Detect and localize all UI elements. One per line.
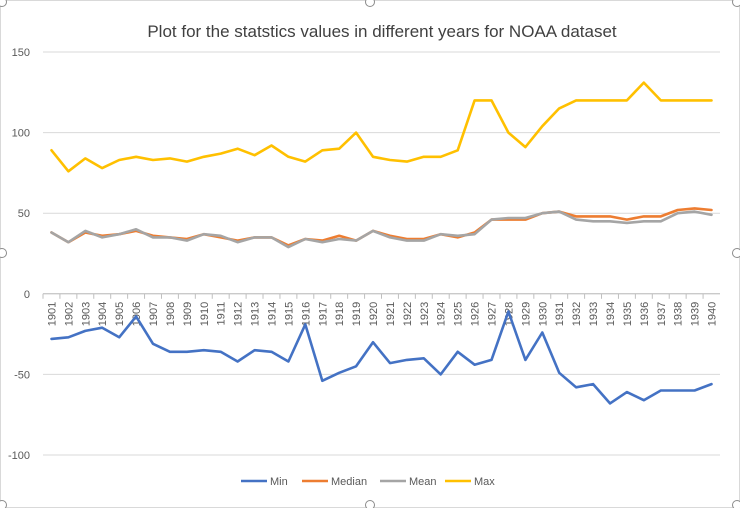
x-tick-label: 1935 xyxy=(622,302,634,326)
chart-title: Plot for the statstics values in differe… xyxy=(147,22,617,41)
x-axis: 1901 1902 1903 1904 1905 1906 1907 1908 1909 1910… xyxy=(42,293,719,326)
x-tick-label: 1910 xyxy=(199,302,211,326)
x-tick-label: 1922 xyxy=(402,302,414,326)
x-tick-label: 1901 xyxy=(46,302,58,326)
x-tick-label: 1934 xyxy=(605,302,617,326)
resize-handle[interactable] xyxy=(365,0,375,7)
y-tick-label: -100 xyxy=(8,450,30,462)
x-tick-label: 1913 xyxy=(250,302,262,326)
y-tick-label: -50 xyxy=(14,369,30,381)
resize-handle[interactable] xyxy=(732,0,740,7)
x-tick-label: 1903 xyxy=(80,302,92,326)
resize-handle[interactable] xyxy=(0,500,7,508)
x-tick-label: 1920 xyxy=(368,302,380,326)
x-tick-label: 1924 xyxy=(436,302,448,326)
resize-handle[interactable] xyxy=(0,248,7,258)
x-tick-label: 1927 xyxy=(487,302,499,326)
x-tick-label: 1936 xyxy=(639,302,651,326)
x-tick-label: 1918 xyxy=(334,302,346,326)
x-tick-label: 1908 xyxy=(165,302,177,326)
resize-handle[interactable] xyxy=(365,500,375,508)
x-tick-label: 1911 xyxy=(216,302,228,326)
x-tick-label: 1932 xyxy=(571,302,583,326)
x-tick-label: 1921 xyxy=(385,302,397,326)
x-tick-label: 1933 xyxy=(588,302,600,326)
x-tick-label: 1926 xyxy=(470,302,482,326)
legend-label-median: Median xyxy=(331,476,367,488)
x-tick-label: 1940 xyxy=(707,302,719,326)
y-tick-label: 50 xyxy=(18,208,30,220)
x-tick-label: 1914 xyxy=(266,302,278,326)
x-tick-label: 1930 xyxy=(537,302,549,326)
x-tick-label: 1902 xyxy=(63,302,75,326)
resize-handle[interactable] xyxy=(0,0,7,7)
x-tick-label: 1916 xyxy=(300,302,312,326)
x-tick-label: 1919 xyxy=(351,302,363,326)
y-tick-label: 150 xyxy=(12,47,30,59)
x-tick-label: 1938 xyxy=(673,302,685,326)
series-line-min xyxy=(50,310,713,405)
x-tick-label: 1917 xyxy=(317,302,329,326)
legend-label-mean: Mean xyxy=(409,476,437,488)
x-tick-label: 1904 xyxy=(97,302,109,326)
x-tick-label: 1939 xyxy=(690,302,702,326)
x-tick-label: 1923 xyxy=(419,302,431,326)
legend-label-max: Max xyxy=(474,476,495,488)
series-line-mean xyxy=(50,210,713,249)
x-tick-label: 1925 xyxy=(453,302,465,326)
y-axis: -100 -50 0 50 100 150 xyxy=(8,47,30,462)
x-tick-label: 1937 xyxy=(656,302,668,326)
y-tick-label: 100 xyxy=(12,128,30,140)
plot-area xyxy=(50,81,713,405)
x-tick-label: 1905 xyxy=(114,302,126,326)
legend: Min Median Mean Max xyxy=(241,476,495,488)
x-tick-label: 1929 xyxy=(520,302,532,326)
x-tick-label: 1931 xyxy=(554,302,566,326)
legend-label-min: Min xyxy=(270,476,288,488)
x-tick-label: 1915 xyxy=(283,302,295,326)
x-tick-label: 1907 xyxy=(148,302,160,326)
resize-handle[interactable] xyxy=(732,248,740,258)
resize-handle[interactable] xyxy=(732,500,740,508)
x-tick-label: 1909 xyxy=(182,302,194,326)
series-line-max xyxy=(50,81,713,173)
x-tick-label: 1912 xyxy=(233,302,245,326)
y-tick-label: 0 xyxy=(24,289,30,301)
